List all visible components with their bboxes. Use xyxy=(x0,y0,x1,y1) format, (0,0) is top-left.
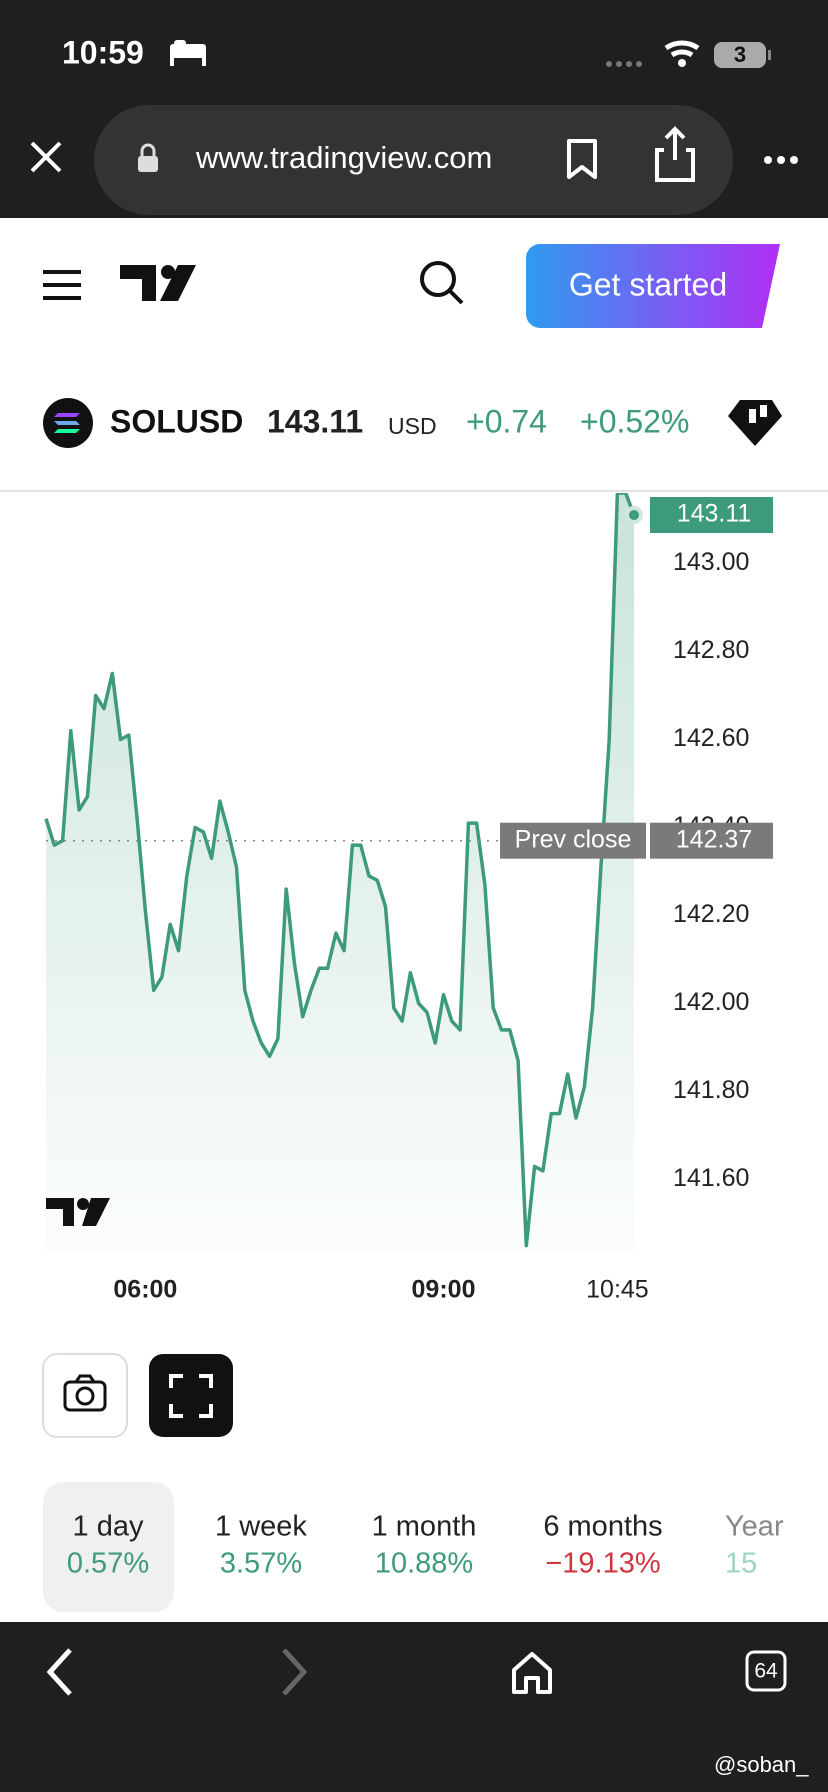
back-button[interactable] xyxy=(46,1648,72,1696)
period-change: 10.88% xyxy=(375,1548,473,1580)
camera-icon xyxy=(63,1374,107,1412)
address-bar[interactable] xyxy=(94,105,733,215)
x-tick-label: 06:00 xyxy=(113,1276,177,1304)
y-tick-label: 141.60 xyxy=(673,1164,749,1192)
more-button[interactable] xyxy=(764,156,798,164)
period-tab-selected xyxy=(43,1482,174,1612)
y-tick-label: 142.20 xyxy=(673,900,749,928)
watermark: @soban_ xyxy=(714,1752,809,1777)
wifi-dot xyxy=(678,59,686,67)
period-label[interactable]: 1 week xyxy=(215,1511,307,1543)
last-point xyxy=(625,506,643,525)
fullscreen-button[interactable] xyxy=(149,1354,233,1437)
tab-count: 64 xyxy=(754,1660,778,1683)
sleep-icon xyxy=(170,40,206,66)
last-price-tag xyxy=(650,497,773,534)
solana-glyph xyxy=(54,413,80,433)
battery xyxy=(714,42,766,68)
bottom-toolbar xyxy=(0,1622,828,1792)
chart-logo xyxy=(46,1198,110,1226)
get-started-label: Get started xyxy=(569,266,727,302)
home-button[interactable] xyxy=(512,1652,552,1694)
price: 143.11 xyxy=(267,403,363,439)
period-change: 15 xyxy=(725,1548,757,1580)
period-change: 3.57% xyxy=(220,1548,302,1580)
y-tick-label: 142.80 xyxy=(673,636,749,664)
get-started-button[interactable] xyxy=(526,244,780,328)
period-label[interactable]: 1 day xyxy=(73,1511,144,1543)
candle-glyph xyxy=(749,405,767,423)
prev-close-tag xyxy=(500,822,646,859)
change-percent: +0.52% xyxy=(580,403,689,439)
menu-button[interactable] xyxy=(43,270,81,300)
bookmark-button[interactable] xyxy=(567,139,597,179)
period-label[interactable]: 6 months xyxy=(543,1511,662,1543)
tabs-button[interactable] xyxy=(745,1650,787,1692)
last-price-label: 143.11 xyxy=(677,500,752,528)
y-tick-label: 142.60 xyxy=(673,724,749,752)
signal-dots xyxy=(606,61,642,67)
tradingview-logo[interactable] xyxy=(120,265,196,301)
forward-button[interactable] xyxy=(282,1648,308,1696)
plot xyxy=(44,493,636,1250)
fullscreen-icon xyxy=(169,1374,213,1418)
y-tick-label: 141.80 xyxy=(673,1076,749,1104)
x-tick-label: 10:45 xyxy=(586,1276,649,1304)
status-time: 10:59 xyxy=(62,34,144,70)
y-tick-label: 143.00 xyxy=(673,548,749,576)
prev-close-value-tag xyxy=(650,822,773,859)
prev-close-value: 142.37 xyxy=(676,825,752,853)
period-change: −19.13% xyxy=(545,1548,660,1580)
change: +0.74 xyxy=(466,403,547,439)
period-label[interactable]: 1 month xyxy=(372,1511,477,1543)
chart: 141.60141.80142.00142.20142.40142.60142.… xyxy=(44,493,773,1304)
url: www.tradingview.com xyxy=(195,140,492,175)
period-tabs: 1 day 0.57% 1 week 3.57% 1 month 10.88% 6 mont… xyxy=(43,1482,784,1612)
price-line xyxy=(44,493,636,1248)
battery-tip xyxy=(768,50,771,60)
lock-icon xyxy=(138,143,158,172)
battery-level: 3 xyxy=(734,42,746,67)
close-button[interactable] xyxy=(30,141,62,173)
y-tick-label: 142.00 xyxy=(673,988,749,1016)
period-label[interactable]: Year xyxy=(725,1511,784,1543)
prev-close-label: Prev close xyxy=(515,825,632,853)
wifi-icon xyxy=(664,40,700,58)
period-change: 0.57% xyxy=(67,1548,149,1580)
search-button[interactable] xyxy=(420,261,464,305)
area-fill xyxy=(46,493,634,1250)
currency: USD xyxy=(388,413,437,439)
symbol: SOLUSD xyxy=(110,403,243,439)
x-tick-label: 09:00 xyxy=(412,1276,476,1304)
share-button[interactable] xyxy=(655,126,695,182)
snapshot-button[interactable] xyxy=(42,1353,128,1438)
